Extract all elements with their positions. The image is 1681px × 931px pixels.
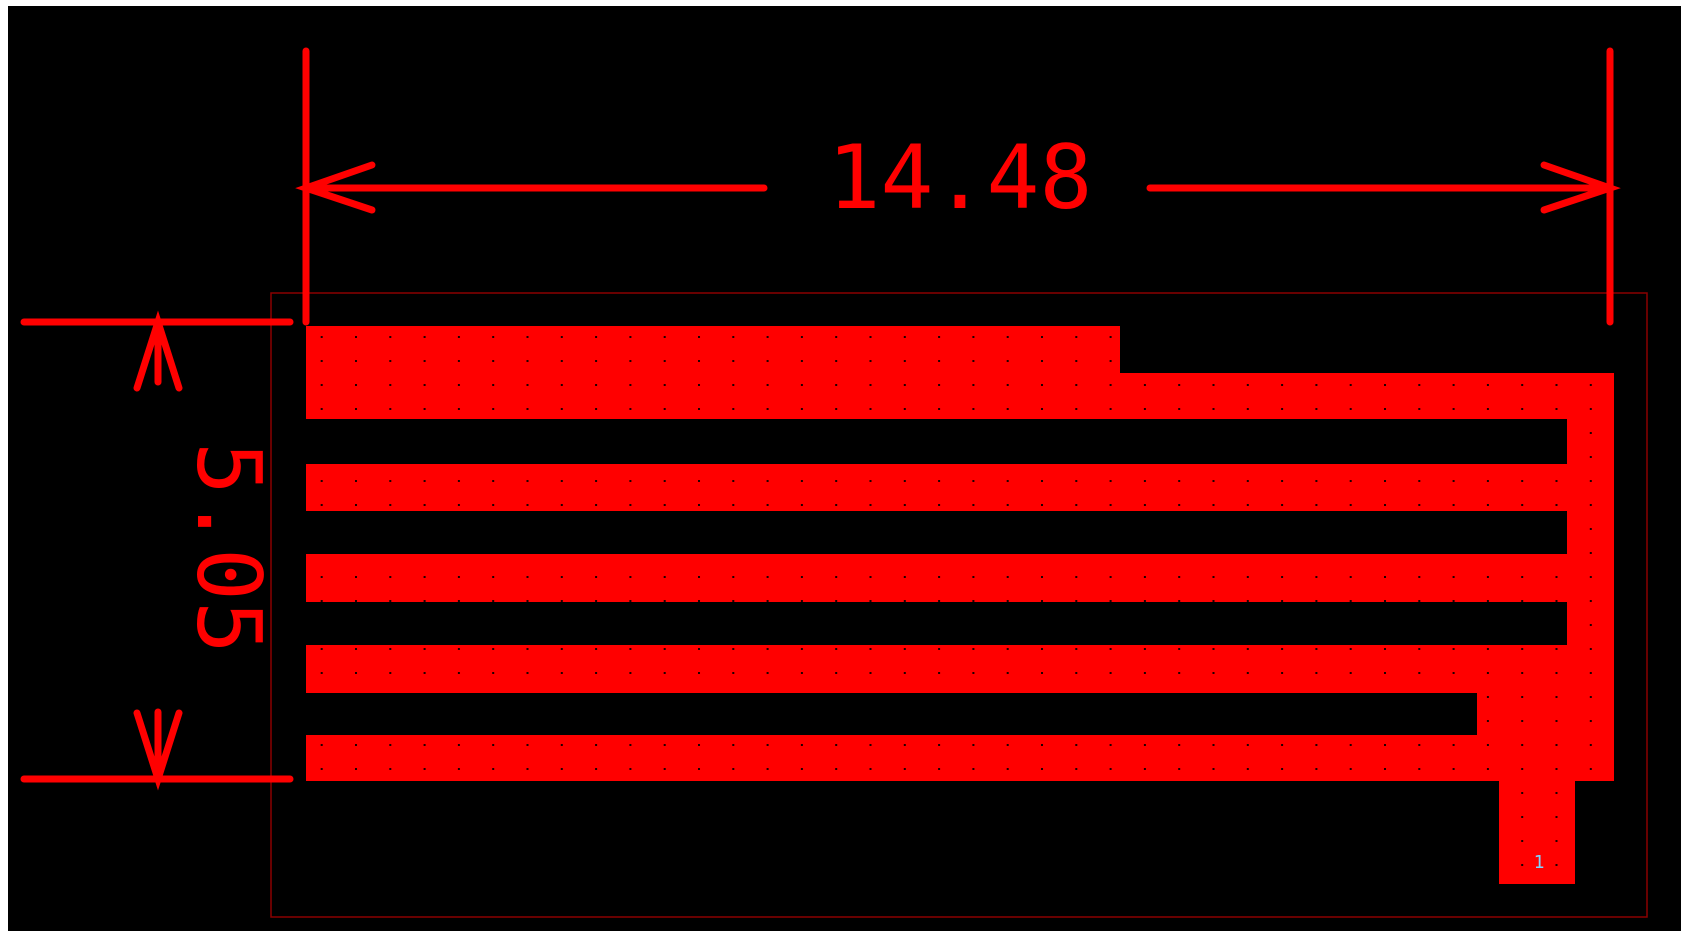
width-dimension-label: 14.48 xyxy=(828,126,1093,229)
component-outline xyxy=(270,292,1648,918)
width-dimension[interactable] xyxy=(295,47,1621,326)
meander-antenna-trace[interactable] xyxy=(306,326,1614,884)
pad-number-label: 1 xyxy=(1534,852,1545,873)
height-dimension[interactable] xyxy=(20,310,294,791)
copper-grid-overlay xyxy=(306,326,1614,884)
height-arrowhead-bottom xyxy=(133,709,183,791)
height-dimension-label: 5.05 xyxy=(177,442,280,654)
width-arrowhead-right xyxy=(1540,161,1621,214)
height-arrowhead-top xyxy=(133,310,183,392)
width-arrowhead-left xyxy=(295,161,376,214)
